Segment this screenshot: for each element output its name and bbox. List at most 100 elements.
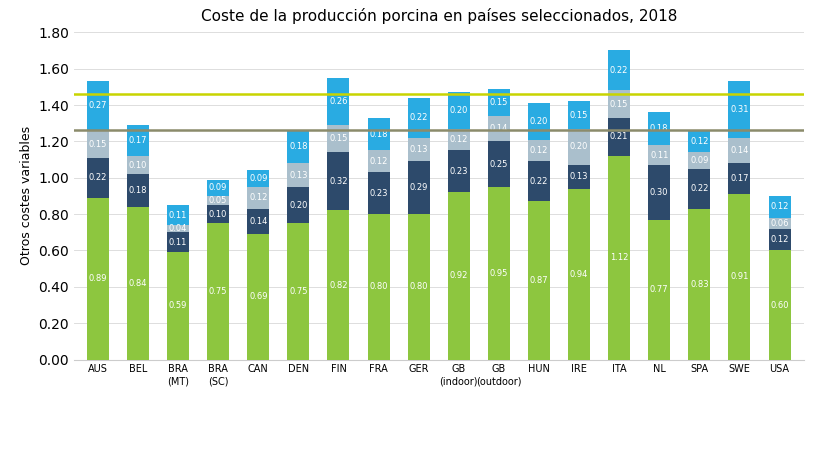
Text: 0.87: 0.87 bbox=[529, 276, 548, 285]
Text: 0.69: 0.69 bbox=[249, 292, 267, 301]
Bar bbox=[767, 196, 790, 218]
Text: 0.17: 0.17 bbox=[729, 174, 748, 183]
Bar bbox=[568, 189, 590, 360]
Bar bbox=[247, 171, 269, 187]
Text: 0.18: 0.18 bbox=[129, 186, 147, 195]
Bar bbox=[207, 196, 229, 205]
Text: 0.95: 0.95 bbox=[489, 269, 508, 278]
Text: 0.11: 0.11 bbox=[169, 211, 187, 219]
Text: 0.06: 0.06 bbox=[769, 219, 788, 228]
Bar bbox=[487, 187, 509, 360]
Text: 0.83: 0.83 bbox=[690, 280, 708, 289]
Bar bbox=[767, 250, 790, 360]
Bar bbox=[207, 179, 229, 196]
Text: 0.30: 0.30 bbox=[649, 188, 667, 197]
Bar bbox=[447, 192, 469, 360]
Text: 0.12: 0.12 bbox=[529, 146, 547, 155]
Bar bbox=[167, 225, 189, 232]
Text: 0.32: 0.32 bbox=[328, 177, 347, 186]
Text: 0.12: 0.12 bbox=[690, 137, 708, 146]
Text: 0.21: 0.21 bbox=[609, 132, 627, 142]
Text: 0.09: 0.09 bbox=[209, 183, 227, 192]
Bar bbox=[648, 219, 669, 360]
Text: 0.25: 0.25 bbox=[489, 160, 508, 169]
Text: 0.15: 0.15 bbox=[489, 98, 508, 107]
Text: 0.23: 0.23 bbox=[369, 189, 387, 198]
Bar bbox=[127, 207, 149, 360]
Text: 1.12: 1.12 bbox=[609, 253, 627, 262]
Bar bbox=[727, 194, 749, 360]
Text: 0.18: 0.18 bbox=[369, 130, 387, 139]
Bar bbox=[167, 252, 189, 360]
Bar bbox=[648, 112, 669, 145]
Bar bbox=[287, 223, 309, 360]
Bar bbox=[608, 90, 630, 118]
Bar bbox=[87, 158, 109, 198]
Text: 0.14: 0.14 bbox=[730, 146, 748, 155]
Text: 0.14: 0.14 bbox=[249, 217, 267, 226]
Bar bbox=[487, 116, 509, 142]
Text: 0.18: 0.18 bbox=[289, 142, 307, 151]
Text: 0.04: 0.04 bbox=[169, 224, 187, 233]
Bar bbox=[447, 129, 469, 150]
Text: 0.75: 0.75 bbox=[209, 287, 227, 296]
Bar bbox=[407, 98, 429, 138]
Text: 0.77: 0.77 bbox=[649, 285, 667, 294]
Text: 0.92: 0.92 bbox=[449, 272, 468, 280]
Bar bbox=[568, 165, 590, 189]
Bar bbox=[487, 142, 509, 187]
Bar bbox=[167, 232, 189, 252]
Bar bbox=[648, 145, 669, 165]
Bar bbox=[287, 163, 309, 187]
Bar bbox=[727, 163, 749, 194]
Text: 0.20: 0.20 bbox=[529, 117, 547, 126]
Bar bbox=[367, 118, 389, 150]
Bar bbox=[687, 209, 709, 360]
Text: 0.80: 0.80 bbox=[409, 282, 428, 291]
Text: 0.11: 0.11 bbox=[649, 150, 667, 160]
Text: 0.15: 0.15 bbox=[329, 134, 347, 143]
Bar bbox=[367, 214, 389, 360]
Text: 0.13: 0.13 bbox=[569, 172, 587, 181]
Bar bbox=[527, 161, 550, 201]
Bar bbox=[327, 211, 349, 360]
Text: 0.05: 0.05 bbox=[209, 196, 227, 205]
Text: 0.89: 0.89 bbox=[88, 274, 107, 283]
Bar bbox=[487, 89, 509, 116]
Text: 0.60: 0.60 bbox=[769, 301, 788, 309]
Text: 0.84: 0.84 bbox=[129, 279, 147, 288]
Text: 0.26: 0.26 bbox=[328, 97, 347, 106]
Text: 0.13: 0.13 bbox=[409, 145, 428, 154]
Bar bbox=[127, 156, 149, 174]
Text: 0.10: 0.10 bbox=[129, 160, 147, 170]
Text: 0.82: 0.82 bbox=[328, 281, 347, 290]
Text: 0.12: 0.12 bbox=[769, 235, 788, 244]
Bar bbox=[207, 205, 229, 223]
Bar bbox=[327, 125, 349, 152]
Text: 0.12: 0.12 bbox=[449, 135, 468, 144]
Text: 0.15: 0.15 bbox=[609, 100, 627, 109]
Text: 0.12: 0.12 bbox=[769, 202, 788, 211]
Text: 0.94: 0.94 bbox=[569, 270, 587, 278]
Bar bbox=[407, 138, 429, 161]
Bar bbox=[527, 103, 550, 140]
Bar bbox=[687, 130, 709, 152]
Text: 0.22: 0.22 bbox=[88, 173, 107, 182]
Text: 0.27: 0.27 bbox=[88, 101, 107, 111]
Text: 0.22: 0.22 bbox=[690, 184, 708, 193]
Bar bbox=[87, 198, 109, 360]
Bar bbox=[608, 156, 630, 360]
Bar bbox=[327, 152, 349, 211]
Bar bbox=[608, 118, 630, 156]
Bar bbox=[687, 169, 709, 209]
Bar bbox=[407, 161, 429, 214]
Text: 0.75: 0.75 bbox=[289, 287, 307, 296]
Bar bbox=[247, 234, 269, 360]
Bar bbox=[287, 130, 309, 163]
Bar bbox=[608, 50, 630, 90]
Text: 0.18: 0.18 bbox=[649, 124, 667, 133]
Bar bbox=[287, 187, 309, 223]
Bar bbox=[648, 165, 669, 219]
Title: Coste de la producción porcina en países seleccionados, 2018: Coste de la producción porcina en países… bbox=[201, 8, 676, 24]
Bar bbox=[568, 129, 590, 165]
